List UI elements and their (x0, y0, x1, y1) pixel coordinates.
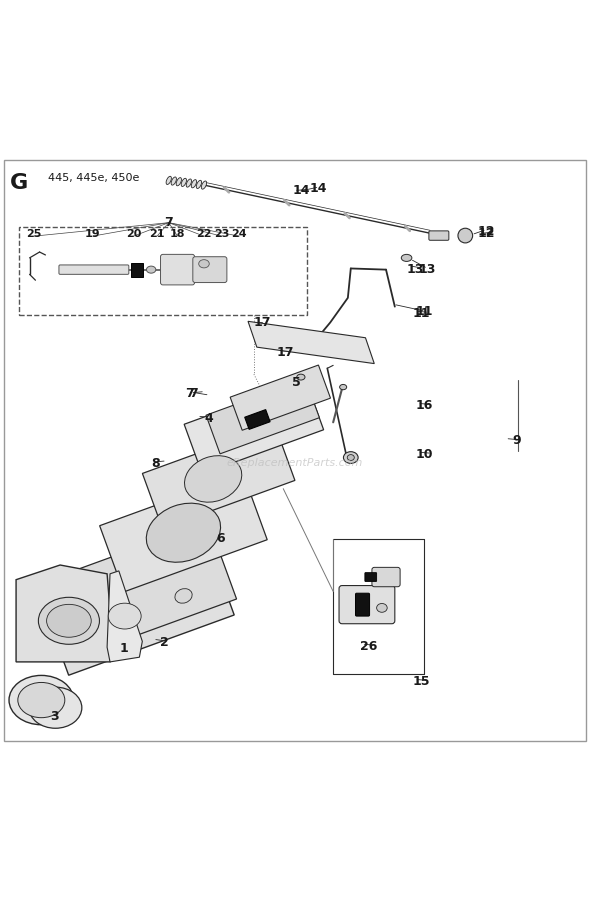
Polygon shape (230, 365, 330, 431)
Ellipse shape (181, 179, 186, 188)
Text: 17: 17 (254, 316, 271, 328)
Polygon shape (184, 381, 324, 474)
Ellipse shape (171, 178, 176, 186)
Text: 13: 13 (407, 262, 424, 276)
Text: 2: 2 (160, 635, 169, 649)
Text: 23: 23 (214, 229, 230, 239)
Polygon shape (206, 380, 319, 455)
FancyBboxPatch shape (356, 594, 369, 616)
FancyBboxPatch shape (160, 255, 195, 286)
Text: 16: 16 (415, 399, 433, 411)
Text: 8: 8 (151, 456, 160, 469)
Polygon shape (107, 571, 142, 662)
Text: 19: 19 (84, 229, 100, 239)
Ellipse shape (9, 676, 74, 725)
Ellipse shape (146, 503, 221, 563)
Polygon shape (16, 566, 113, 662)
Ellipse shape (166, 177, 171, 185)
Text: 3: 3 (50, 710, 59, 723)
FancyBboxPatch shape (193, 257, 227, 283)
Text: 24: 24 (231, 229, 247, 239)
Polygon shape (54, 522, 237, 656)
Ellipse shape (76, 625, 93, 640)
Ellipse shape (201, 182, 206, 190)
Text: 15: 15 (412, 675, 430, 687)
Text: 13: 13 (418, 262, 436, 276)
Ellipse shape (146, 267, 156, 274)
Text: 17: 17 (276, 346, 294, 359)
Polygon shape (45, 549, 234, 676)
FancyBboxPatch shape (429, 232, 449, 241)
FancyBboxPatch shape (59, 266, 129, 275)
Text: 18: 18 (170, 229, 185, 239)
Ellipse shape (108, 603, 141, 630)
Text: 9: 9 (513, 434, 521, 446)
Ellipse shape (191, 180, 196, 189)
Text: 7: 7 (189, 387, 198, 400)
Text: 22: 22 (196, 229, 212, 239)
Text: 14: 14 (292, 183, 310, 197)
Text: 4: 4 (204, 411, 213, 425)
Text: 26: 26 (360, 640, 377, 652)
Text: 14: 14 (310, 181, 327, 195)
Ellipse shape (186, 179, 192, 188)
Text: 21: 21 (149, 229, 165, 239)
Ellipse shape (199, 261, 209, 269)
Polygon shape (245, 410, 270, 430)
FancyBboxPatch shape (339, 586, 395, 624)
Text: 11: 11 (412, 307, 430, 319)
Ellipse shape (29, 687, 82, 729)
Text: 11: 11 (415, 305, 433, 318)
Text: 445, 445e, 450e: 445, 445e, 450e (48, 172, 140, 182)
Text: 12: 12 (477, 225, 494, 237)
Polygon shape (248, 322, 374, 364)
Ellipse shape (196, 181, 202, 189)
Ellipse shape (297, 374, 305, 381)
Polygon shape (100, 474, 267, 593)
Ellipse shape (176, 179, 182, 187)
Ellipse shape (175, 589, 192, 603)
Ellipse shape (185, 456, 242, 502)
Text: 20: 20 (126, 229, 141, 239)
Polygon shape (142, 426, 295, 529)
Text: 7: 7 (185, 387, 194, 400)
FancyBboxPatch shape (365, 573, 376, 582)
Ellipse shape (458, 229, 473, 244)
Ellipse shape (38, 598, 100, 645)
Ellipse shape (343, 452, 358, 464)
Ellipse shape (340, 385, 347, 391)
Text: 10: 10 (415, 447, 433, 460)
Ellipse shape (18, 683, 65, 718)
Ellipse shape (348, 456, 355, 461)
Text: 7: 7 (165, 216, 173, 229)
Text: 6: 6 (216, 531, 225, 544)
Text: 5: 5 (292, 375, 301, 388)
Text: 25: 25 (26, 229, 41, 239)
Text: 12: 12 (477, 226, 494, 239)
Text: 1: 1 (120, 641, 129, 654)
Ellipse shape (401, 255, 412, 262)
Ellipse shape (47, 604, 91, 638)
FancyBboxPatch shape (130, 263, 143, 278)
Text: eReplacementParts.com: eReplacementParts.com (227, 457, 363, 468)
Ellipse shape (376, 603, 387, 612)
FancyBboxPatch shape (372, 567, 400, 587)
Text: G: G (10, 172, 28, 192)
